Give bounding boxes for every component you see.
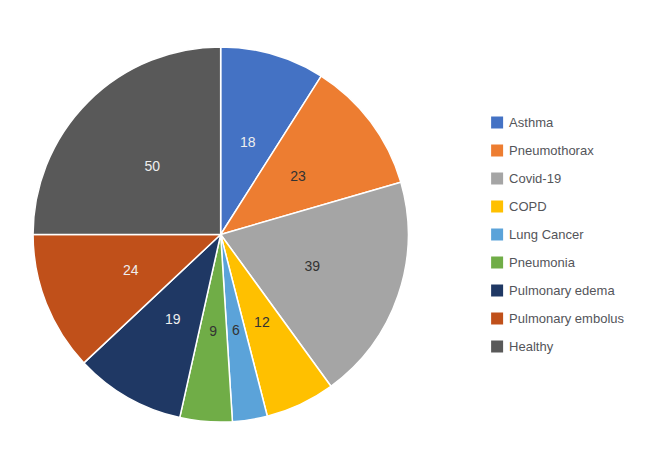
svg-text:Pneumothorax: Pneumothorax — [509, 143, 594, 158]
svg-text:COPD: COPD — [509, 199, 547, 214]
svg-text:19: 19 — [165, 311, 181, 327]
svg-text:50: 50 — [144, 158, 160, 174]
svg-text:Pulmonary edema: Pulmonary edema — [509, 283, 615, 298]
svg-text:Asthma: Asthma — [509, 115, 554, 130]
svg-text:6: 6 — [232, 322, 240, 338]
svg-text:Pulmonary embolus: Pulmonary embolus — [509, 311, 624, 326]
svg-text:Lung Cancer: Lung Cancer — [509, 227, 584, 242]
svg-text:39: 39 — [304, 258, 320, 274]
svg-text:9: 9 — [209, 323, 217, 339]
svg-text:23: 23 — [290, 168, 306, 184]
svg-text:Pneumonia: Pneumonia — [509, 255, 576, 270]
svg-text:24: 24 — [123, 262, 139, 278]
svg-text:18: 18 — [240, 134, 256, 150]
svg-text:Covid-19: Covid-19 — [509, 171, 561, 186]
svg-text:Healthy: Healthy — [509, 339, 554, 354]
svg-text:12: 12 — [254, 314, 270, 330]
